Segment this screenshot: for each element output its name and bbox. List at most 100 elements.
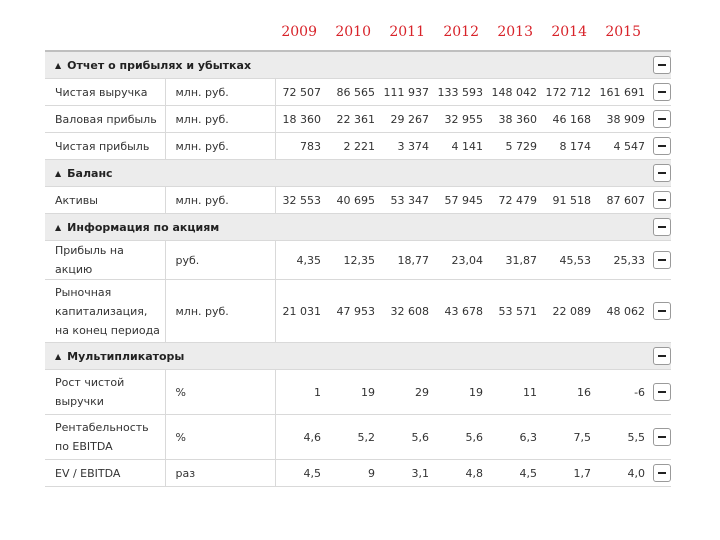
table-row: EV / EBITDA раз 4,5 9 3,1 4,8 4,5 1,7 4,0 (45, 459, 672, 487)
collapse-minus-button[interactable] (653, 302, 672, 320)
value-cell-2010: 19 (329, 369, 383, 415)
value-cell-2011: 29 (383, 369, 437, 415)
collapse-minus-button[interactable] (653, 251, 672, 269)
section-header[interactable]: ▲ Мультипликаторы (45, 342, 672, 370)
value-cell-2012: 32 955 (437, 105, 491, 133)
section-header[interactable]: ▲ Отчет о прибылях и убытках (45, 51, 672, 79)
value-cell-2011: 18,77 (383, 240, 437, 280)
triangle-up-icon: ▲ (55, 351, 62, 361)
collapse-minus-button[interactable] (653, 110, 672, 128)
collapse-cell (653, 414, 672, 460)
value-cell-2010: 47 953 (329, 279, 383, 343)
row-name: EV / EBITDA (45, 459, 166, 487)
collapse-minus-button[interactable] (653, 137, 672, 155)
table-row: Прибыль на акцию руб. 4,35 12,35 18,77 23,04 3… (45, 240, 672, 280)
value-cell-2011: 111 937 (383, 78, 437, 106)
value-cell-2009: 1 (275, 369, 329, 415)
table-row: Рост чистой выручки% 1 19 29 19 11 16 -6 (45, 369, 672, 415)
row-unit: млн. руб. (165, 105, 276, 133)
value-cell-2012: 19 (437, 369, 491, 415)
collapse-minus-button[interactable] (653, 218, 672, 236)
collapse-minus-button[interactable] (653, 164, 672, 182)
collapse-cell (653, 213, 672, 241)
value-cell-2014: 172 712 (545, 78, 599, 106)
value-cell-2014: 22 089 (545, 279, 599, 343)
value-cell-2013: 53 571 (491, 279, 545, 343)
row-unit: % (165, 369, 276, 415)
section-title: Информация по акциям (67, 220, 220, 234)
table-row: Чистая прибыль млн. руб. 783 2 221 3 374 4 14… (45, 132, 672, 160)
value-cell-2011: 3,1 (383, 459, 437, 487)
value-cell-2014: 7,5 (545, 414, 599, 460)
collapse-minus-button[interactable] (653, 83, 672, 101)
year-2014: 2014 (551, 24, 587, 40)
value-cell-2012: 4 141 (437, 132, 491, 160)
collapse-cell (653, 78, 672, 106)
section-title: Баланс (67, 166, 113, 180)
value-cell-2012: 4,8 (437, 459, 491, 487)
collapse-minus-button[interactable] (653, 56, 672, 74)
value-cell-2013: 4,5 (491, 459, 545, 487)
value-cell-2012: 5,6 (437, 414, 491, 460)
value-cell-2010: 12,35 (329, 240, 383, 280)
row-name: Рентабельность по EBITDA (45, 414, 166, 460)
row-name: Прибыль на акцию (45, 240, 166, 280)
value-cell-2012: 57 945 (437, 186, 491, 214)
value-cell-2010: 86 565 (329, 78, 383, 106)
table-row: Активы млн. руб. 32 553 40 695 53 347 57 945 7… (45, 186, 672, 214)
collapse-cell (653, 105, 672, 133)
section-title-cell: ▲ Мультипликаторы (45, 342, 654, 370)
section-title-cell: ▲ Отчет о прибылях и убытках (45, 51, 654, 79)
collapse-minus-button[interactable] (653, 191, 672, 209)
collapse-minus-button[interactable] (653, 428, 672, 446)
section-title: Мультипликаторы (67, 349, 185, 363)
value-cell-2012: 23,04 (437, 240, 491, 280)
value-cell-2013: 72 479 (491, 186, 545, 214)
value-cell-2015: 4 547 (599, 132, 654, 160)
section-header[interactable]: ▲ Баланс (45, 159, 672, 187)
value-cell-2009: 4,35 (275, 240, 329, 280)
row-unit: руб. (165, 240, 276, 280)
value-cell-2011: 32 608 (383, 279, 437, 343)
collapse-minus-button[interactable] (653, 464, 672, 482)
table-row: Чистая выручка млн. руб. 72 507 86 565 111 9… (45, 78, 672, 106)
value-cell-2013: 31,87 (491, 240, 545, 280)
collapse-cell (653, 369, 672, 415)
value-cell-2009: 32 553 (275, 186, 329, 214)
year-2010: 2010 (335, 24, 371, 40)
value-cell-2010: 22 361 (329, 105, 383, 133)
collapse-cell (653, 186, 672, 214)
value-cell-2014: 1,7 (545, 459, 599, 487)
value-cell-2010: 40 695 (329, 186, 383, 214)
value-cell-2015: 5,5 (599, 414, 654, 460)
year-2012: 2012 (443, 24, 479, 40)
section-header[interactable]: ▲ Информация по акциям (45, 213, 672, 241)
value-cell-2011: 29 267 (383, 105, 437, 133)
row-name: Чистая прибыль (45, 132, 166, 160)
row-name: Активы (45, 186, 166, 214)
value-cell-2009: 4,6 (275, 414, 329, 460)
collapse-cell (653, 132, 672, 160)
value-cell-2011: 53 347 (383, 186, 437, 214)
value-cell-2009: 72 507 (275, 78, 329, 106)
collapse-minus-button[interactable] (653, 383, 672, 401)
financial-table: ▲ Отчет о прибылях и убытках Чистая выручк… (45, 50, 672, 487)
value-cell-2015: 161 691 (599, 78, 654, 106)
collapse-minus-button[interactable] (653, 347, 672, 365)
year-2015: 2015 (605, 24, 641, 40)
year-2009: 2009 (281, 24, 317, 40)
collapse-cell (653, 51, 672, 79)
triangle-up-icon: ▲ (55, 222, 62, 232)
triangle-up-icon: ▲ (55, 60, 62, 70)
table-row: Валовая прибыль млн. руб. 18 360 22 361 29 2… (45, 105, 672, 133)
value-cell-2014: 91 518 (545, 186, 599, 214)
value-cell-2012: 133 593 (437, 78, 491, 106)
value-cell-2010: 2 221 (329, 132, 383, 160)
collapse-cell (653, 342, 672, 370)
row-unit: % (165, 414, 276, 460)
table-row: Рыночная капитализация, на конец периода… (45, 279, 672, 343)
triangle-up-icon: ▲ (55, 168, 62, 178)
value-cell-2009: 21 031 (275, 279, 329, 343)
value-cell-2009: 18 360 (275, 105, 329, 133)
row-unit: млн. руб. (165, 78, 276, 106)
